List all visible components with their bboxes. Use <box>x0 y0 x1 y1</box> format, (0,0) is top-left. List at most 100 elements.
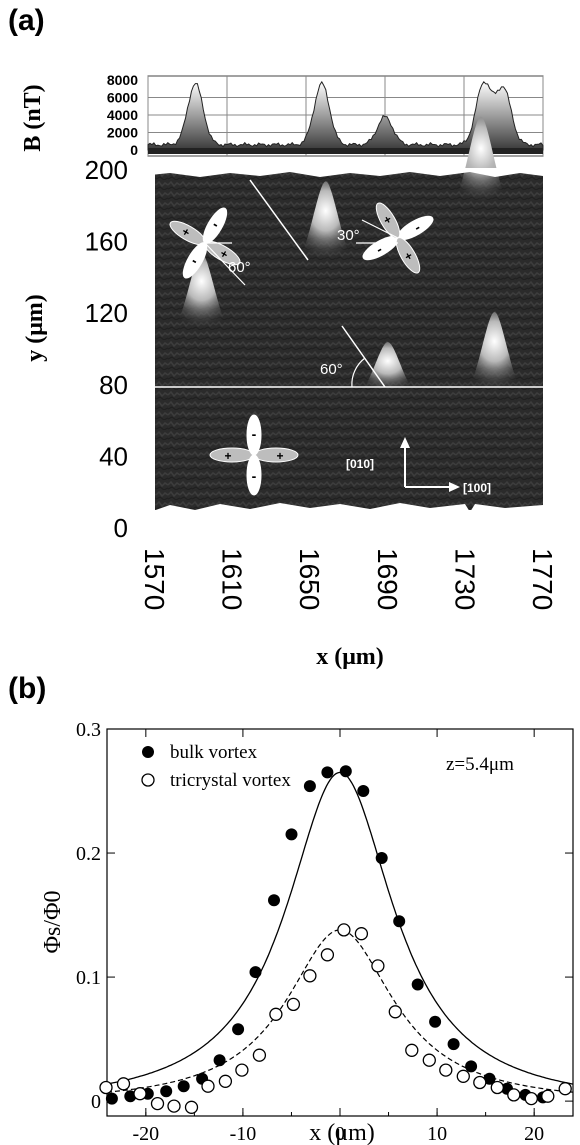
y-tick-label-120: 120 <box>85 298 128 328</box>
tricrystal-point-21 <box>456 1069 470 1083</box>
direction-label-100: [100] <box>463 481 491 495</box>
bulk-point-15 <box>375 852 388 864</box>
heatmap-x-ticks: 1570 1610 1650 1690 1730 1770 <box>139 548 558 610</box>
tricrystal-point-20 <box>439 1063 453 1077</box>
tricrystal-point-14 <box>337 923 351 937</box>
bulk-point-18 <box>429 1015 442 1028</box>
angle-arc-middle <box>351 357 366 388</box>
bulk-point-13 <box>339 765 352 778</box>
tricrystal-point-1 <box>116 1077 131 1091</box>
grain-boundary-upper-left <box>249 179 309 261</box>
bulk-point-10 <box>285 828 298 841</box>
crystal-axes: [010] [100] <box>346 437 491 495</box>
tricrystal-point-22 <box>473 1075 487 1090</box>
x-tick-label-1570: 1570 <box>139 548 170 610</box>
tricrystal-point-8 <box>235 1063 249 1077</box>
b-y-tick-0.2: 0.2 <box>76 843 101 865</box>
svg-text:-: - <box>252 468 257 484</box>
y-tick-label-160: 160 <box>85 227 128 257</box>
x-tick-label-1730: 1730 <box>449 548 480 610</box>
x-tick-label-1650: 1650 <box>294 548 325 610</box>
b-x-tick-10: 10 <box>427 1123 447 1145</box>
svg-text:+: + <box>276 449 283 463</box>
angle-ray-upper-left <box>204 242 246 286</box>
bulk-point-3 <box>160 1085 173 1098</box>
legend-label-bulk: bulk vortex <box>170 742 258 763</box>
tricrystal-point-23 <box>490 1080 504 1095</box>
angle-label-upper-left: 60° <box>228 259 251 276</box>
top-y-tick-2000: 2000 <box>107 125 138 141</box>
direction-label-010: [010] <box>346 457 374 471</box>
legend-marker-bulk <box>142 746 154 758</box>
x-tick-label-1770: 1770 <box>527 548 558 610</box>
svg-text:-: - <box>252 426 257 442</box>
angle-label-upper-right: 30° <box>337 227 360 244</box>
b-profile-baseline <box>148 148 543 154</box>
legend-label-tricrystal: tricrystal vortex <box>170 770 291 791</box>
b-y-tick-0: 0 <box>91 1091 101 1113</box>
heatmap-bottom-edge <box>150 503 543 520</box>
top-y-tick-8000: 8000 <box>107 72 138 88</box>
heatmap-top-edge <box>150 168 543 177</box>
y-tick-label-40: 40 <box>99 441 128 471</box>
tricrystal-point-16 <box>371 959 385 973</box>
vortex-peak-3 <box>355 342 420 396</box>
bulk-point-11 <box>303 780 316 793</box>
bulk-point-21 <box>483 1072 496 1085</box>
bulk-point-7 <box>232 1023 245 1036</box>
vortex-peak-4 <box>448 116 513 208</box>
b-x-tick--10: -10 <box>230 1123 257 1145</box>
plot-b-ylabel: Φs/Φ0 <box>40 890 66 953</box>
bulk-point-12 <box>321 766 334 779</box>
top-y-tick-0: 0 <box>130 142 138 158</box>
top-y-tick-4000: 4000 <box>107 107 138 123</box>
tricrystal-point-6 <box>201 1079 215 1093</box>
tricrystal-point-4 <box>167 1099 181 1113</box>
angle-ray-upper-right <box>361 219 399 239</box>
bulk-point-9 <box>268 894 280 907</box>
b-y-tick-0.1: 0.1 <box>76 967 101 989</box>
bulk-point-17 <box>411 978 424 991</box>
fit-curve-tricrystal <box>106 929 574 1093</box>
b-x-tick-20: 20 <box>524 1123 544 1145</box>
tricrystal-point-11 <box>286 997 301 1012</box>
plot-b-legend: bulk vortex tricrystal vortex <box>141 742 291 791</box>
y-tick-label-80: 80 <box>99 370 128 400</box>
y-tick-label-0: 0 <box>114 513 128 543</box>
tricrystal-point-18 <box>405 1043 419 1057</box>
vortex-peak-5 <box>462 312 527 396</box>
heatmap-ylabel: y (μm) <box>22 294 48 362</box>
grain-boundary-middle <box>341 325 386 388</box>
bulk-point-19 <box>447 1038 460 1051</box>
b-y-tick-0.3: 0.3 <box>76 719 101 741</box>
tricrystal-point-2 <box>133 1087 147 1101</box>
heatmap-y-ticks: 0 40 80 120 160 200 <box>85 155 128 543</box>
b-x-tick--20: -20 <box>132 1123 159 1145</box>
dwave-orbital-lower-left: + + - - <box>209 414 299 496</box>
bulk-point-1 <box>124 1090 137 1103</box>
bulk-point-0 <box>105 1092 118 1105</box>
vortex-peaks <box>169 116 527 396</box>
bulk-point-6 <box>213 1054 226 1067</box>
tricrystal-point-17 <box>388 1005 402 1019</box>
b-profile-curve <box>147 80 544 151</box>
bulk-point-20 <box>465 1060 478 1073</box>
tricrystal-point-10 <box>269 1007 283 1021</box>
tricrystal-point-7 <box>218 1074 233 1088</box>
b-profile-ylabel: B (nT) <box>20 84 46 151</box>
x-tick-label-1610: 1610 <box>217 548 248 610</box>
y-tick-label-200: 200 <box>85 155 128 185</box>
vortex-heatmap: 60° + + - - 60° - - + + 30° <box>150 116 543 520</box>
angle-label-middle: 60° <box>320 361 343 378</box>
top-y-tick-6000: 6000 <box>107 90 138 106</box>
bulk-point-14 <box>357 785 370 797</box>
tricrystal-point-5 <box>184 1100 199 1114</box>
tricrystal-point-0 <box>99 1080 113 1095</box>
vortex-peak-1 <box>169 253 234 334</box>
panel-a-label: (a) <box>8 4 45 37</box>
heatmap-xlabel: x (μm) <box>316 644 384 670</box>
plot-b-ticks: -20 -10 0 10 20 0 0.1 0.2 0.3 <box>76 719 573 1145</box>
tricrystal-point-3 <box>150 1096 165 1111</box>
